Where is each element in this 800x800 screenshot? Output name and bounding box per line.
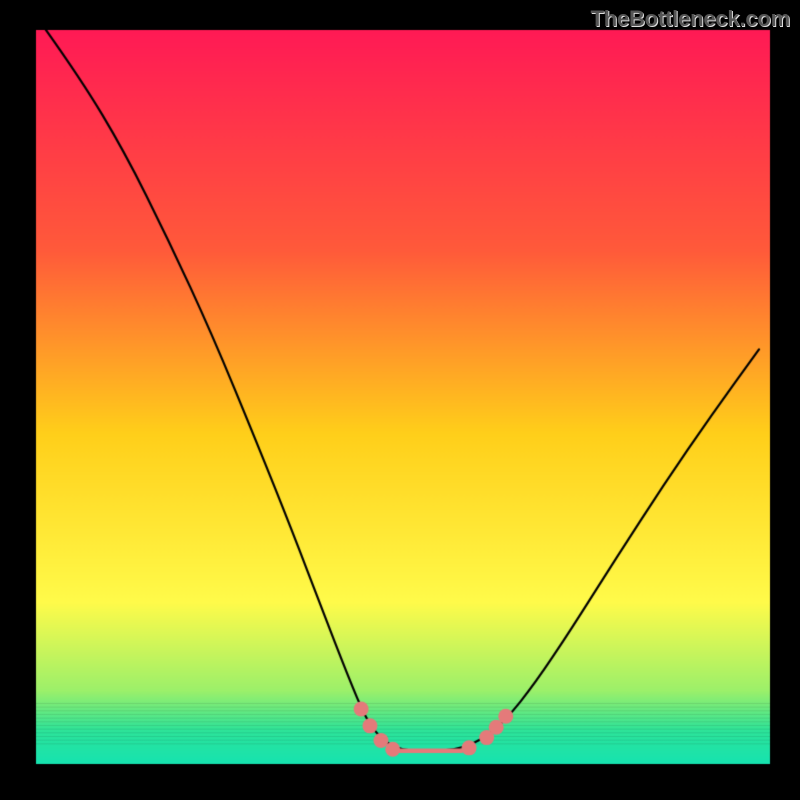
chart-container: TheBottleneck.com — [0, 0, 800, 800]
bottleneck-chart-canvas — [0, 0, 800, 800]
watermark-text: TheBottleneck.com — [590, 6, 790, 32]
